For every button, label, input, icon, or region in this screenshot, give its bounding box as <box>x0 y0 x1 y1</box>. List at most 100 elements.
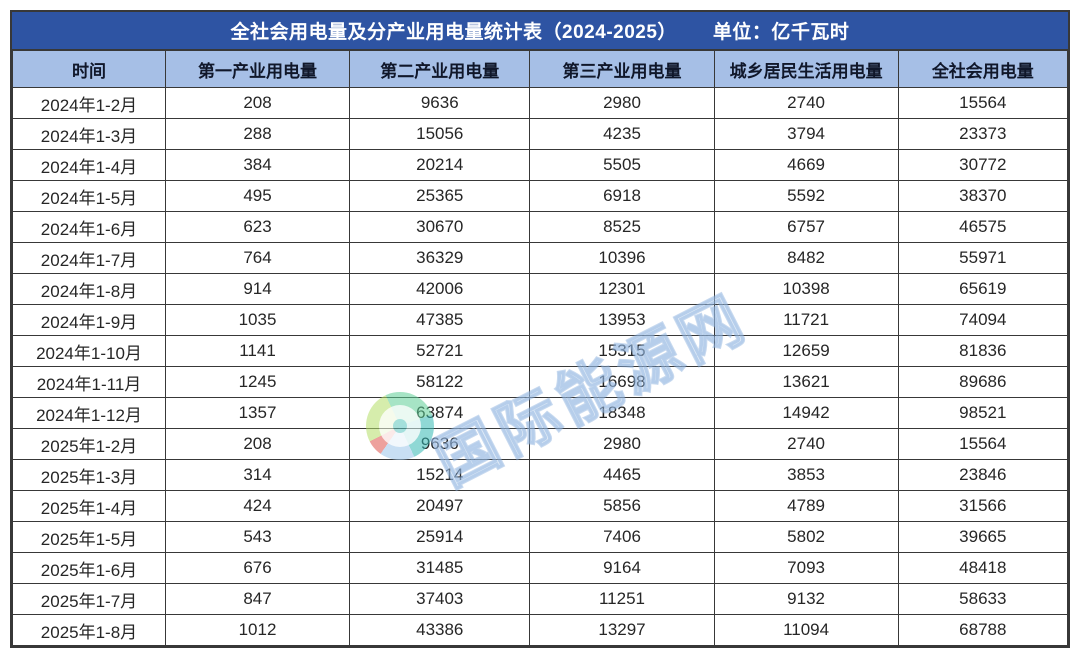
data-table: 时间 第一产业用电量 第二产业用电量 第三产业用电量 城乡居民生活用电量 全社会用电量 2… <box>12 50 1069 646</box>
value-cell: 58633 <box>897 583 1069 615</box>
value-cell: 13953 <box>529 304 715 336</box>
period-cell: 2024年1-9月 <box>12 304 166 336</box>
table-title: 全社会用电量及分产业用电量统计表（2024-2025） <box>230 22 677 43</box>
value-cell: 208 <box>164 87 351 119</box>
period-cell: 2024年1-3月 <box>12 118 166 150</box>
value-cell: 9132 <box>713 583 899 615</box>
period-cell: 2024年1-7月 <box>12 242 166 274</box>
period-cell: 2025年1-3月 <box>12 459 166 491</box>
period-cell: 2025年1-6月 <box>12 552 166 584</box>
value-cell: 68788 <box>897 614 1069 646</box>
table-row: 2025年1-4月 424 20497 5856 4789 31566 <box>12 490 1069 522</box>
table-row: 2025年1-7月 847 37403 11251 9132 58633 <box>12 583 1069 615</box>
value-cell: 81836 <box>897 335 1069 367</box>
table-row: 2025年1-2月 208 9636 2980 2740 15564 <box>12 428 1069 460</box>
value-cell: 65619 <box>897 273 1069 305</box>
value-cell: 4235 <box>529 118 715 150</box>
value-cell: 89686 <box>897 366 1069 398</box>
value-cell: 52721 <box>349 335 531 367</box>
period-cell: 2024年1-10月 <box>12 335 166 367</box>
table-row: 2024年1-4月 384 20214 5505 4669 30772 <box>12 149 1069 181</box>
value-cell: 42006 <box>349 273 531 305</box>
value-cell: 11251 <box>529 583 715 615</box>
column-header: 第二产业用电量 <box>349 50 531 88</box>
value-cell: 2980 <box>529 428 715 460</box>
value-cell: 23373 <box>897 118 1069 150</box>
value-cell: 8525 <box>529 211 715 243</box>
value-cell: 3853 <box>713 459 899 491</box>
table-row: 2024年1-8月 914 42006 12301 10398 65619 <box>12 273 1069 305</box>
value-cell: 10396 <box>529 242 715 274</box>
value-cell: 63874 <box>349 397 531 429</box>
value-cell: 39665 <box>897 521 1069 553</box>
value-cell: 14942 <box>713 397 899 429</box>
period-cell: 2025年1-8月 <box>12 614 166 646</box>
value-cell: 16698 <box>529 366 715 398</box>
value-cell: 847 <box>164 583 351 615</box>
value-cell: 25365 <box>349 180 531 212</box>
unit-label: 单位：亿千瓦时 <box>712 22 850 43</box>
value-cell: 676 <box>164 552 351 584</box>
value-cell: 5802 <box>713 521 899 553</box>
value-cell: 9636 <box>349 87 531 119</box>
period-cell: 2024年1-11月 <box>12 366 166 398</box>
value-cell: 13297 <box>529 614 715 646</box>
table-row: 2024年1-5月 495 25365 6918 5592 38370 <box>12 180 1069 212</box>
period-cell: 2024年1-5月 <box>12 180 166 212</box>
table-row: 2024年1-6月 623 30670 8525 6757 46575 <box>12 211 1069 243</box>
column-header: 第一产业用电量 <box>164 50 351 88</box>
column-header: 城乡居民生活用电量 <box>713 50 899 88</box>
value-cell: 20214 <box>349 149 531 181</box>
period-cell: 2025年1-4月 <box>12 490 166 522</box>
value-cell: 2980 <box>529 87 715 119</box>
value-cell: 2740 <box>713 87 899 119</box>
period-cell: 2024年1-2月 <box>12 87 166 119</box>
value-cell: 15056 <box>349 118 531 150</box>
period-cell: 2025年1-7月 <box>12 583 166 615</box>
value-cell: 37403 <box>349 583 531 615</box>
value-cell: 208 <box>164 428 351 460</box>
value-cell: 1357 <box>164 397 351 429</box>
table-row: 2024年1-3月 288 15056 4235 3794 23373 <box>12 118 1069 150</box>
value-cell: 1035 <box>164 304 351 336</box>
value-cell: 15214 <box>349 459 531 491</box>
value-cell: 10398 <box>713 273 899 305</box>
value-cell: 15315 <box>529 335 715 367</box>
table-row: 2024年1-7月 764 36329 10396 8482 55971 <box>12 242 1069 274</box>
value-cell: 38370 <box>897 180 1069 212</box>
value-cell: 4465 <box>529 459 715 491</box>
value-cell: 30772 <box>897 149 1069 181</box>
value-cell: 764 <box>164 242 351 274</box>
table-row: 2024年1-10月 1141 52721 15315 12659 81836 <box>12 335 1069 367</box>
column-header: 第三产业用电量 <box>529 50 715 88</box>
value-cell: 314 <box>164 459 351 491</box>
value-cell: 5592 <box>713 180 899 212</box>
header-row: 时间 第一产业用电量 第二产业用电量 第三产业用电量 城乡居民生活用电量 全社会用电量 <box>12 50 1069 88</box>
value-cell: 31566 <box>897 490 1069 522</box>
value-cell: 20497 <box>349 490 531 522</box>
value-cell: 5856 <box>529 490 715 522</box>
value-cell: 384 <box>164 149 351 181</box>
value-cell: 47385 <box>349 304 531 336</box>
value-cell: 4669 <box>713 149 899 181</box>
value-cell: 3794 <box>713 118 899 150</box>
period-cell: 2024年1-4月 <box>12 149 166 181</box>
value-cell: 12659 <box>713 335 899 367</box>
value-cell: 31485 <box>349 552 531 584</box>
value-cell: 30670 <box>349 211 531 243</box>
period-cell: 2024年1-12月 <box>12 397 166 429</box>
value-cell: 543 <box>164 521 351 553</box>
value-cell: 1245 <box>164 366 351 398</box>
value-cell: 58122 <box>349 366 531 398</box>
period-cell: 2025年1-2月 <box>12 428 166 460</box>
column-header: 全社会用电量 <box>897 50 1069 88</box>
value-cell: 9636 <box>349 428 531 460</box>
table-title-bar: 全社会用电量及分产业用电量统计表（2024-2025） 单位：亿千瓦时 <box>12 12 1068 50</box>
value-cell: 914 <box>164 273 351 305</box>
value-cell: 43386 <box>349 614 531 646</box>
value-cell: 11094 <box>713 614 899 646</box>
table-row: 2025年1-3月 314 15214 4465 3853 23846 <box>12 459 1069 491</box>
statistics-table: 全社会用电量及分产业用电量统计表（2024-2025） 单位：亿千瓦时 时间 第一… <box>10 10 1070 648</box>
value-cell: 7406 <box>529 521 715 553</box>
